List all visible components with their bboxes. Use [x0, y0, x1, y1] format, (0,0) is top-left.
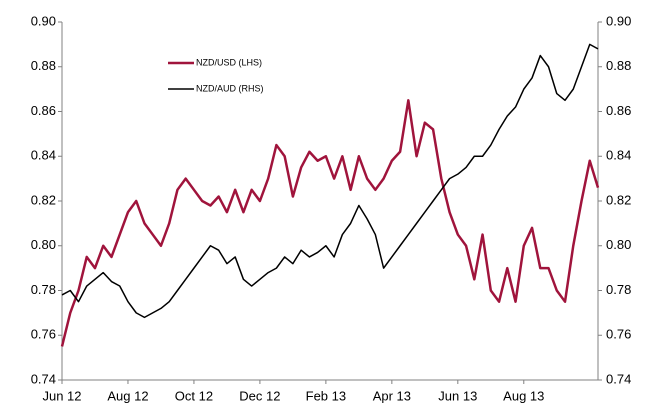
- series-line: [60, 99, 600, 347]
- y2-tick-label: 0.80: [606, 237, 631, 252]
- series-line: [61, 43, 599, 319]
- y2-tick-label: 0.88: [606, 58, 631, 73]
- legend-label: NZD/USD (LHS): [196, 57, 262, 67]
- x-tick-label: Aug 13: [503, 388, 544, 403]
- x-tick-label: Jun 13: [438, 388, 477, 403]
- x-tick-label: Apr 13: [373, 388, 411, 403]
- y2-tick-label: 0.74: [606, 371, 631, 386]
- y-tick-label: 0.84: [31, 148, 56, 163]
- legend-label: NZD/AUD (RHS): [196, 83, 264, 93]
- x-tick-label: Oct 12: [175, 388, 213, 403]
- y-tick-label: 0.74: [31, 371, 56, 386]
- y2-tick-label: 0.76: [606, 327, 631, 342]
- y-tick-label: 0.88: [31, 58, 56, 73]
- y2-tick-label: 0.90: [606, 13, 631, 28]
- y2-tick-label: 0.84: [606, 148, 631, 163]
- x-tick-label: Feb 13: [306, 388, 346, 403]
- y-tick-label: 0.78: [31, 282, 56, 297]
- y-tick-label: 0.76: [31, 327, 56, 342]
- x-tick-label: Dec 12: [239, 388, 280, 403]
- y-tick-label: 0.90: [31, 13, 56, 28]
- x-tick-label: Jun 12: [42, 388, 81, 403]
- x-tick-label: Aug 12: [107, 388, 148, 403]
- y-tick-label: 0.86: [31, 103, 56, 118]
- y2-tick-label: 0.82: [606, 192, 631, 207]
- y-tick-label: 0.82: [31, 192, 56, 207]
- y2-tick-label: 0.78: [606, 282, 631, 297]
- y2-tick-label: 0.86: [606, 103, 631, 118]
- y-tick-label: 0.80: [31, 237, 56, 252]
